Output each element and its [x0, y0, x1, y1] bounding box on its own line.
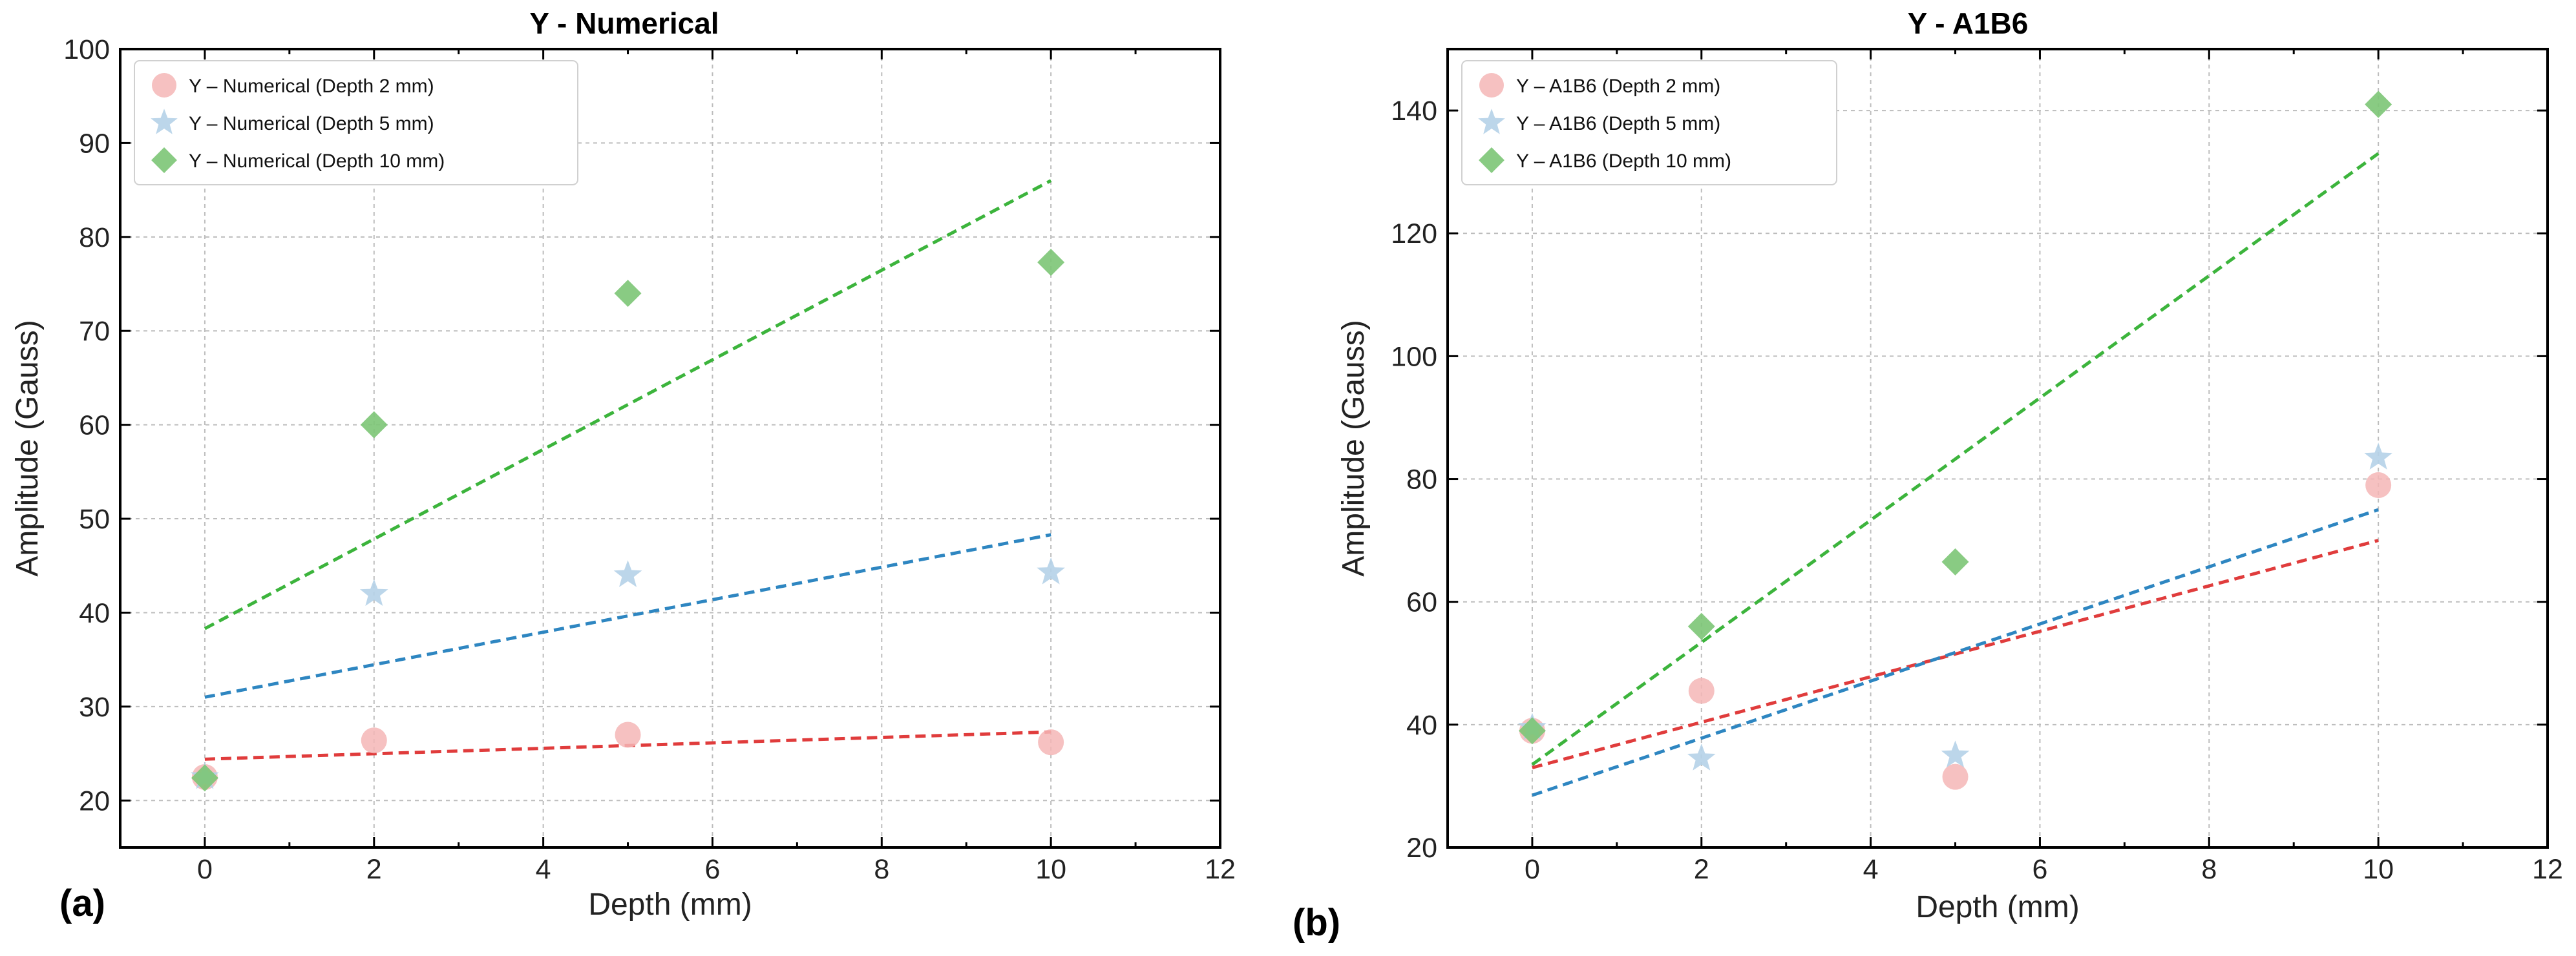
x-tick-label: 6 [2032, 854, 2048, 885]
data-point-circle [361, 727, 387, 754]
panel-label: (a) [59, 882, 105, 924]
panel-label: (b) [1293, 902, 1340, 944]
legend-label: Y – Numerical (Depth 2 mm) [189, 76, 434, 97]
x-axis-label: Depth (mm) [1916, 890, 2079, 924]
y-tick-label: 40 [1406, 710, 1437, 741]
y-tick-label: 40 [79, 598, 110, 629]
y-tick-label: 120 [1391, 218, 1437, 249]
data-point-diamond [191, 764, 218, 792]
y-tick-label: 100 [1391, 341, 1437, 372]
y-tick-label: 50 [79, 504, 110, 535]
data-point-star [613, 560, 642, 587]
data-point-diamond [2365, 90, 2392, 118]
y-tick-label: 20 [79, 785, 110, 816]
chart-panel-a: Y - Numerical 0 2 4 6 8 10 12 20 30 40 50 60 70 80 90 1… [10, 6, 1236, 924]
data-point-diamond [1518, 717, 1546, 745]
trendline-diamond [204, 179, 1052, 630]
data-point-star [2364, 442, 2392, 470]
chart-panel-b: Y - A1B6 0 2 4 6 8 10 12 20 40 60 80 100 120 140 Dept… [1293, 6, 2563, 944]
trendline-star [1532, 508, 2379, 797]
legend-marker-star [151, 109, 178, 134]
data-point-diamond [1687, 612, 1715, 640]
y-axis-label: Amplitude (Gauss) [1336, 320, 1371, 576]
data-point-star [359, 579, 388, 606]
legend-marker-star [1478, 109, 1505, 134]
x-tick-label: 0 [1525, 854, 1540, 885]
legend-label: Y – Numerical (Depth 5 mm) [189, 113, 434, 134]
x-tick-label: 4 [1863, 854, 1879, 885]
legend-marker-diamond [1479, 147, 1504, 173]
chart-title: Y - Numerical [529, 6, 719, 40]
y-tick-label: 20 [1406, 833, 1437, 864]
data-point-star [1941, 740, 1970, 767]
data-point-circle [1688, 678, 1715, 704]
x-tick-label: 2 [1694, 854, 1709, 885]
x-tick-label: 4 [536, 854, 551, 885]
y-tick-label: 70 [79, 316, 110, 347]
y-tick-label: 140 [1391, 96, 1437, 127]
data-point-circle [1942, 764, 1969, 790]
x-tick-label: 10 [1035, 854, 1066, 885]
trendline-star [204, 533, 1051, 699]
data-point-diamond [1037, 249, 1065, 276]
y-tick-label: 30 [79, 692, 110, 723]
legend-box [1461, 60, 1837, 185]
legend-marker-circle [152, 73, 176, 98]
y-axis-label: Amplitude (Gauss) [10, 320, 45, 576]
x-tick-label: 10 [2363, 854, 2394, 885]
y-tick-label: 80 [79, 222, 110, 253]
legend-marker-circle [1479, 73, 1504, 98]
legend-label: Y – Numerical (Depth 10 mm) [189, 151, 445, 172]
y-tick-label: 80 [1406, 464, 1437, 495]
y-tick-label: 60 [79, 410, 110, 441]
data-point-diamond [614, 280, 642, 307]
legend-marker-diamond [151, 147, 177, 173]
x-axis-label: Depth (mm) [588, 888, 752, 922]
x-tick-label: 8 [2201, 854, 2217, 885]
x-tick-label: 12 [2532, 854, 2563, 885]
y-tick-label: 90 [79, 128, 110, 159]
data-point-star [1037, 557, 1065, 585]
legend-label: Y – A1B6 (Depth 10 mm) [1516, 151, 1731, 172]
plot-frame [119, 48, 1221, 849]
chart-title: Y - A1B6 [1908, 6, 2029, 40]
data-point-circle [1038, 729, 1064, 756]
data-point-diamond [1941, 548, 1969, 576]
data-point-diamond [360, 411, 388, 439]
x-tick-label: 12 [1205, 854, 1236, 885]
legend-box [134, 60, 578, 185]
x-tick-label: 8 [874, 854, 889, 885]
x-tick-label: 0 [197, 854, 213, 885]
x-tick-label: 6 [705, 854, 721, 885]
legend-label: Y – A1B6 (Depth 5 mm) [1516, 113, 1720, 134]
trendline-diamond [1531, 152, 2380, 766]
legend-label: Y – A1B6 (Depth 2 mm) [1516, 76, 1720, 97]
data-point-circle [2365, 472, 2392, 499]
plot-frame [1446, 48, 2549, 849]
data-point-star [1687, 743, 1716, 771]
y-tick-label: 100 [63, 34, 110, 65]
data-point-circle [615, 722, 641, 748]
y-tick-label: 60 [1406, 587, 1437, 618]
x-tick-label: 2 [366, 854, 382, 885]
